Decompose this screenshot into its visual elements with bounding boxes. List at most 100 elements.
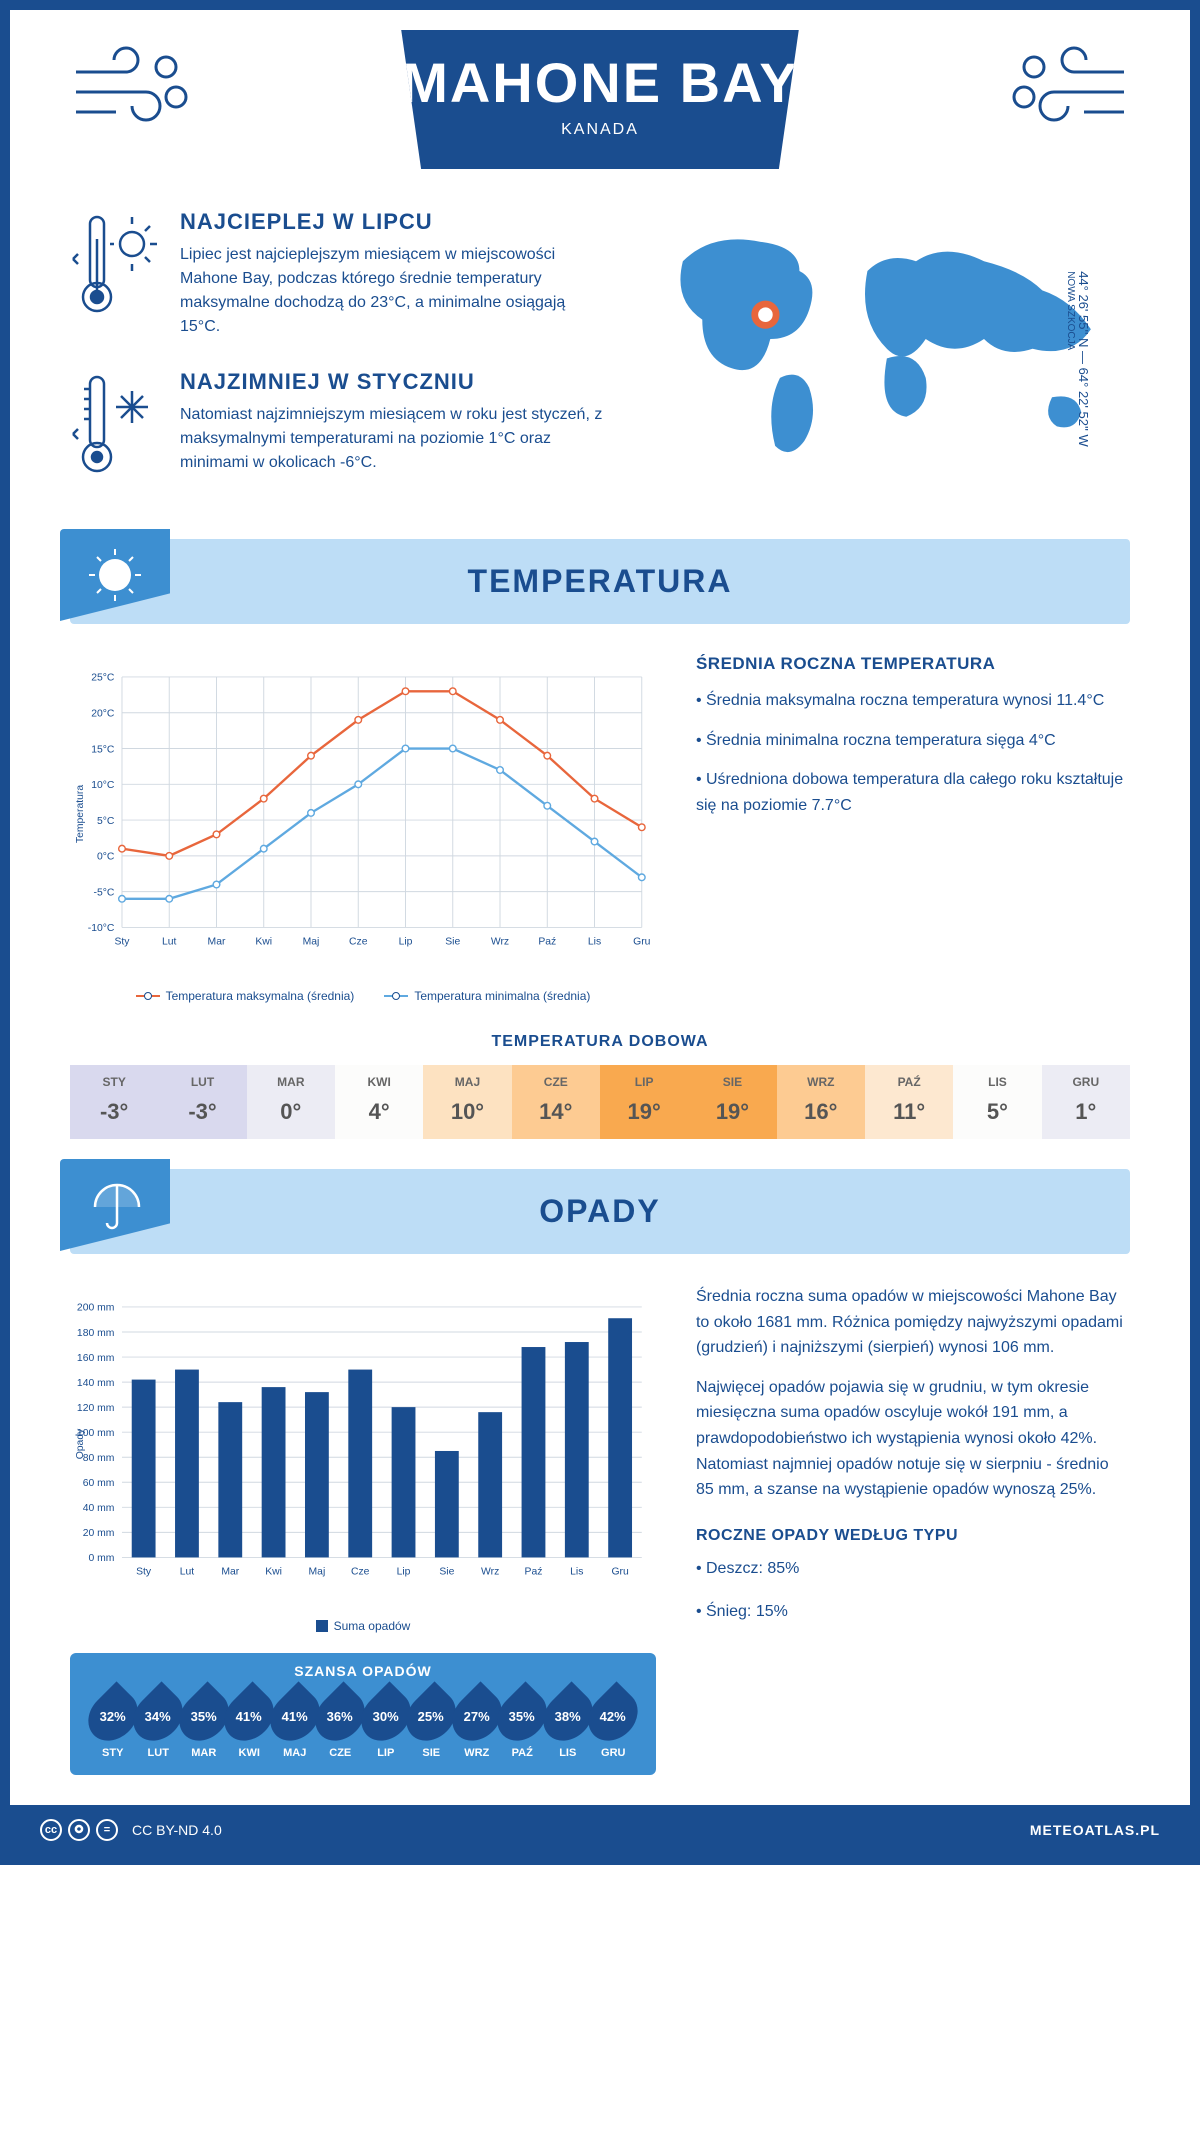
svg-text:Lis: Lis <box>570 1566 583 1577</box>
svg-text:Lut: Lut <box>162 936 177 947</box>
svg-text:40 mm: 40 mm <box>83 1503 115 1514</box>
svg-text:Paź: Paź <box>538 936 556 947</box>
wind-icon-right <box>979 30 1159 132</box>
site-name: METEOATLAS.PL <box>1030 1822 1160 1838</box>
legend-suma: Suma opadów <box>334 1619 411 1633</box>
svg-text:25°C: 25°C <box>91 673 115 684</box>
roczne-snow: • Śnieg: 15% <box>696 1598 1130 1627</box>
svg-text:Mar: Mar <box>208 936 226 947</box>
svg-text:0°C: 0°C <box>97 852 115 863</box>
by-icon: 🞉 <box>68 1819 90 1841</box>
drop: 36%CZE <box>318 1689 364 1759</box>
wind-icon-left <box>41 30 221 132</box>
drops-row: 32%STY34%LUT35%MAR41%KWI41%MAJ36%CZE30%L… <box>90 1689 636 1759</box>
thermometer-sun-icon <box>70 209 160 319</box>
svg-text:Sie: Sie <box>439 1566 454 1577</box>
temp-legend: Temperatura maksymalna (średnia) Tempera… <box>70 989 656 1003</box>
intro-left: NAJCIEPLEJ W LIPCU Lipiec jest najcieple… <box>70 209 604 509</box>
svg-text:Maj: Maj <box>309 1566 326 1577</box>
opady-legend: Suma opadów <box>70 1619 656 1633</box>
svg-text:Temperatura: Temperatura <box>75 785 86 843</box>
warmest-title: NAJCIEPLEJ W LIPCU <box>180 209 604 235</box>
svg-text:Mar: Mar <box>221 1566 239 1577</box>
warmest-block: NAJCIEPLEJ W LIPCU Lipiec jest najcieple… <box>70 209 604 339</box>
svg-text:180 mm: 180 mm <box>77 1328 114 1339</box>
szansa-panel: SZANSA OPADÓW 32%STY34%LUT35%MAR41%KWI41… <box>70 1653 656 1775</box>
svg-text:Gru: Gru <box>611 1566 629 1577</box>
page-subtitle: KANADA <box>401 121 799 139</box>
svg-text:5°C: 5°C <box>97 816 115 827</box>
temperature-row: -10°C-5°C0°C5°C10°C15°C20°C25°CStyLutMar… <box>70 654 1130 1003</box>
drop: 27%WRZ <box>454 1689 500 1759</box>
temperature-band: TEMPERATURA <box>70 539 1130 624</box>
drop: 38%LIS <box>545 1689 591 1759</box>
temperature-side: ŚREDNIA ROCZNA TEMPERATURA • Średnia mak… <box>696 654 1130 1003</box>
svg-text:Maj: Maj <box>303 936 320 947</box>
svg-text:20 mm: 20 mm <box>83 1528 115 1539</box>
szansa-title: SZANSA OPADÓW <box>90 1663 636 1679</box>
dobowa-cell: KWI4° <box>335 1065 423 1139</box>
svg-text:Cze: Cze <box>351 1566 370 1577</box>
legend-min: Temperatura minimalna (średnia) <box>414 989 590 1003</box>
svg-text:160 mm: 160 mm <box>77 1353 114 1364</box>
coldest-body: Natomiast najzimniejszym miesiącem w rok… <box>180 403 604 475</box>
svg-text:10°C: 10°C <box>91 780 115 791</box>
dobowa-cell: LIP19° <box>600 1065 688 1139</box>
dobowa-cell: MAJ10° <box>423 1065 511 1139</box>
cc-icon: cc <box>40 1819 62 1841</box>
dobowa-cell: LUT-3° <box>158 1065 246 1139</box>
content: NAJCIEPLEJ W LIPCU Lipiec jest najcieple… <box>10 169 1190 1805</box>
dobowa-cell: PAŹ11° <box>865 1065 953 1139</box>
svg-text:Paź: Paź <box>525 1566 543 1577</box>
temp-side-b1: • Średnia maksymalna roczna temperatura … <box>696 688 1130 714</box>
drop: 32%STY <box>90 1689 136 1759</box>
roczne-block: ROCZNE OPADY WEDŁUG TYPU • Deszcz: 85% •… <box>696 1527 1130 1627</box>
svg-text:Gru: Gru <box>633 936 651 947</box>
svg-text:Kwi: Kwi <box>255 936 272 947</box>
drop: 34%LUT <box>136 1689 182 1759</box>
temp-side-heading: ŚREDNIA ROCZNA TEMPERATURA <box>696 654 1130 674</box>
svg-text:Lip: Lip <box>399 936 413 947</box>
dobowa-cell: SIE19° <box>688 1065 776 1139</box>
drop: 35%PAŹ <box>500 1689 546 1759</box>
opady-p2: Najwięcej opadów pojawia się w grudniu, … <box>696 1375 1130 1503</box>
svg-text:20°C: 20°C <box>91 709 115 720</box>
svg-text:Cze: Cze <box>349 936 368 947</box>
drop: 41%MAJ <box>272 1689 318 1759</box>
dobowa-cell: MAR0° <box>247 1065 335 1139</box>
svg-text:60 mm: 60 mm <box>83 1478 115 1489</box>
coords-region: NOWA SZKOCJA <box>1065 271 1076 447</box>
dobowa-cell: LIS5° <box>953 1065 1041 1139</box>
temp-side-b2: • Średnia minimalna roczna temperatura s… <box>696 728 1130 754</box>
dobowa-cell: STY-3° <box>70 1065 158 1139</box>
coordinates: 44° 26' 55'' N — 64° 22' 52'' W NOWA SZK… <box>1065 271 1091 447</box>
svg-text:Wrz: Wrz <box>481 1566 499 1577</box>
drop: 25%SIE <box>409 1689 455 1759</box>
opady-band: OPADY <box>70 1169 1130 1254</box>
svg-text:Lip: Lip <box>397 1566 411 1577</box>
coldest-block: NAJZIMNIEJ W STYCZNIU Natomiast najzimni… <box>70 369 604 479</box>
nd-icon: = <box>96 1819 118 1841</box>
svg-text:Wrz: Wrz <box>491 936 509 947</box>
page: MAHONE BAY KANADA NAJCIEPLEJ W LIPCU Lip… <box>0 0 1200 1865</box>
svg-text:-10°C: -10°C <box>88 923 115 934</box>
opady-title: OPADY <box>539 1193 660 1229</box>
coldest-text: NAJZIMNIEJ W STYCZNIU Natomiast najzimni… <box>180 369 604 479</box>
coldest-title: NAJZIMNIEJ W STYCZNIU <box>180 369 604 395</box>
drop: 30%LIP <box>363 1689 409 1759</box>
opady-side: Średnia roczna suma opadów w miejscowośc… <box>696 1284 1130 1775</box>
svg-text:200 mm: 200 mm <box>77 1303 114 1314</box>
svg-text:Kwi: Kwi <box>265 1566 282 1577</box>
legend-max: Temperatura maksymalna (średnia) <box>166 989 355 1003</box>
svg-text:15°C: 15°C <box>91 744 115 755</box>
svg-text:-5°C: -5°C <box>94 887 115 898</box>
svg-text:Sty: Sty <box>136 1566 152 1577</box>
intro-right: 44° 26' 55'' N — 64° 22' 52'' W NOWA SZK… <box>644 209 1130 509</box>
svg-text:Opady: Opady <box>75 1428 86 1459</box>
warmest-text: NAJCIEPLEJ W LIPCU Lipiec jest najcieple… <box>180 209 604 339</box>
opady-chart: 0 mm20 mm40 mm60 mm80 mm100 mm120 mm140 … <box>70 1284 656 1775</box>
header-row: MAHONE BAY KANADA <box>10 10 1190 169</box>
temp-side-b3: • Uśredniona dobowa temperatura dla całe… <box>696 767 1130 818</box>
svg-text:140 mm: 140 mm <box>77 1378 114 1389</box>
svg-text:80 mm: 80 mm <box>83 1453 115 1464</box>
